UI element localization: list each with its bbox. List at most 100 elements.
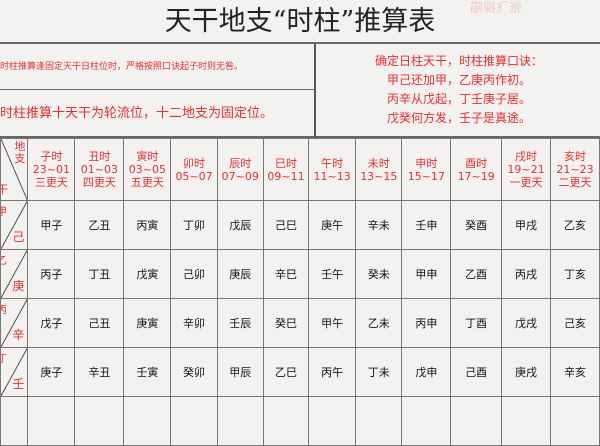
header-name: 寅时: [136, 150, 159, 163]
header-watch: 三更天: [34, 176, 68, 189]
stem-cell: 乙庚: [0, 249, 29, 299]
empty-cell: [549, 396, 600, 446]
stem-b: 己: [12, 230, 25, 244]
header-name: 戌时: [515, 150, 537, 163]
pillar-cell: 甲辰: [216, 347, 264, 397]
pillar-cell: 癸巳: [262, 298, 310, 348]
stem-b: 壬: [12, 377, 25, 391]
column-header-4: 辰时 07~09: [216, 138, 264, 201]
pillar-cell: 乙酉: [450, 249, 503, 299]
header-watch: 四更天: [82, 176, 116, 189]
header-name: 申时: [415, 156, 438, 170]
column-header-6: 午时 11~13: [308, 138, 357, 201]
column-header-8: 申时 15~17: [401, 138, 452, 201]
header-name: 丑时: [88, 150, 111, 163]
page-title: 天干地支“时柱”推算表: [0, 0, 600, 44]
empty-cell: [308, 396, 357, 446]
pillar-cell: 甲午: [308, 298, 357, 348]
pillar-cell: 壬寅: [123, 347, 172, 397]
header-name: 子时: [40, 150, 63, 163]
column-header-3: 卯时 05~07: [170, 138, 218, 201]
mnemonic-line: 甲己还加甲，乙庚丙作初。: [386, 73, 531, 87]
header-time: 01~03: [80, 163, 118, 176]
column-header-5: 巳时 09~11: [262, 138, 310, 201]
header-watch: 二更天: [558, 176, 592, 189]
pillar-cell: 戊申: [401, 347, 452, 397]
empty-cell: [501, 396, 551, 446]
pillar-cell: 乙丑: [74, 200, 125, 250]
pillar-cell: 乙未: [355, 298, 403, 348]
pillar-cell: 癸酉: [450, 200, 503, 250]
pillar-cell: 丙寅: [123, 200, 172, 250]
header-watch: 五更天: [130, 176, 164, 189]
header-name: 亥时: [563, 150, 586, 163]
stem-b: 庚: [12, 279, 25, 293]
pillar-cell: 甲戌: [501, 200, 551, 250]
empty-cell: [0, 396, 29, 446]
corner-branch-label: 地支: [14, 140, 26, 165]
pillar-cell: 己巳: [262, 200, 310, 250]
header-name: 卯时: [183, 156, 206, 170]
pillar-cell: 丙戌: [501, 249, 551, 299]
empty-cell: [401, 396, 452, 446]
pillar-cell: 戊辰: [216, 200, 264, 250]
header-time: 09~11: [267, 169, 305, 183]
header-name: 酉时: [465, 156, 488, 170]
pillar-cell: 丙申: [401, 298, 452, 348]
empty-cell: [27, 396, 76, 446]
stem-b: 辛: [12, 328, 25, 342]
header-name: 巳时: [274, 156, 297, 170]
table-row-partial: [0, 396, 600, 446]
pillar-cell: 壬午: [308, 249, 357, 299]
pillar-cell: 庚午: [308, 200, 357, 250]
header-watch: 一更天: [509, 176, 543, 189]
stem-a: 丁: [2, 350, 7, 365]
mnemonic-line: 丙辛从戊起，丁壬庚子居。: [386, 92, 531, 106]
header-time: 17~19: [457, 169, 495, 183]
pillar-cell: 壬申: [401, 200, 452, 250]
pillar-cell: 乙亥: [549, 200, 600, 250]
header-time: 03~05: [128, 163, 167, 176]
corner-cell: 地支 干: [0, 138, 29, 201]
pillar-cell: 辛亥: [549, 347, 600, 397]
notes-section: 时柱推算逢固定天干日柱位时，严格按照口诀起子时则无咎。 时柱推算十天干为轮流位，…: [0, 44, 600, 138]
header-time: 07~09: [221, 169, 259, 183]
stem-cell: 丁壬: [0, 347, 29, 397]
pillar-cell: 庚辰: [216, 249, 264, 299]
pillar-cell: 辛巳: [262, 249, 310, 299]
column-header-9: 酉时 17~19: [450, 138, 503, 201]
pillar-cell: 壬辰: [216, 298, 264, 348]
mnemonic-line: 戊癸何方发，壬子是真途。: [386, 111, 531, 125]
pillar-cell: 丁亥: [549, 249, 600, 299]
header-time: 15~17: [407, 169, 445, 183]
pillar-cell: 丁丑: [74, 249, 125, 299]
empty-cell: [170, 396, 218, 446]
pillar-cell: 甲子: [27, 200, 76, 250]
empty-cell: [216, 396, 264, 446]
pillar-cell: 庚寅: [123, 298, 172, 348]
stem-cell: 甲己: [0, 200, 29, 250]
pillar-cell: 己卯: [170, 249, 218, 299]
empty-cell: [355, 396, 403, 446]
header-time: 23~01: [32, 163, 70, 176]
header-time: 13~15: [360, 169, 398, 183]
note-fixed-stem: 时柱推算逢固定天干日柱位时，严格按照口诀起子时则无咎。: [0, 44, 316, 90]
pillar-cell: 丙子: [27, 249, 76, 299]
pillar-cell: 丁卯: [170, 200, 218, 250]
column-header-7: 未时 13~15: [355, 138, 403, 201]
header-name: 未时: [367, 156, 390, 170]
header-name: 午时: [321, 156, 344, 170]
header-time: 19~21: [507, 163, 545, 176]
pillar-cell: 丁酉: [450, 298, 503, 348]
header-row: 地支 干 子时23~01三更天丑时01~03四更天寅时03~05五更天卯时05~…: [0, 138, 600, 201]
column-header-1: 丑时 01~03 四更天: [74, 138, 125, 201]
pillar-cell: 癸未: [355, 249, 403, 299]
pillar-cell: 辛未: [355, 200, 403, 250]
pillar-cell: 丙午: [308, 347, 357, 397]
table-row: 乙庚丙子丁丑戊寅己卯庚辰辛巳壬午癸未甲申乙酉丙戌丁亥: [0, 249, 600, 299]
column-header-0: 子时 23~01 三更天: [27, 138, 76, 201]
header-time: 05~07: [175, 169, 213, 183]
pillar-cell: 癸卯: [170, 347, 218, 397]
watermark: 张飞探喵: [470, 1, 523, 16]
stem-cell: 丙辛: [0, 298, 29, 348]
